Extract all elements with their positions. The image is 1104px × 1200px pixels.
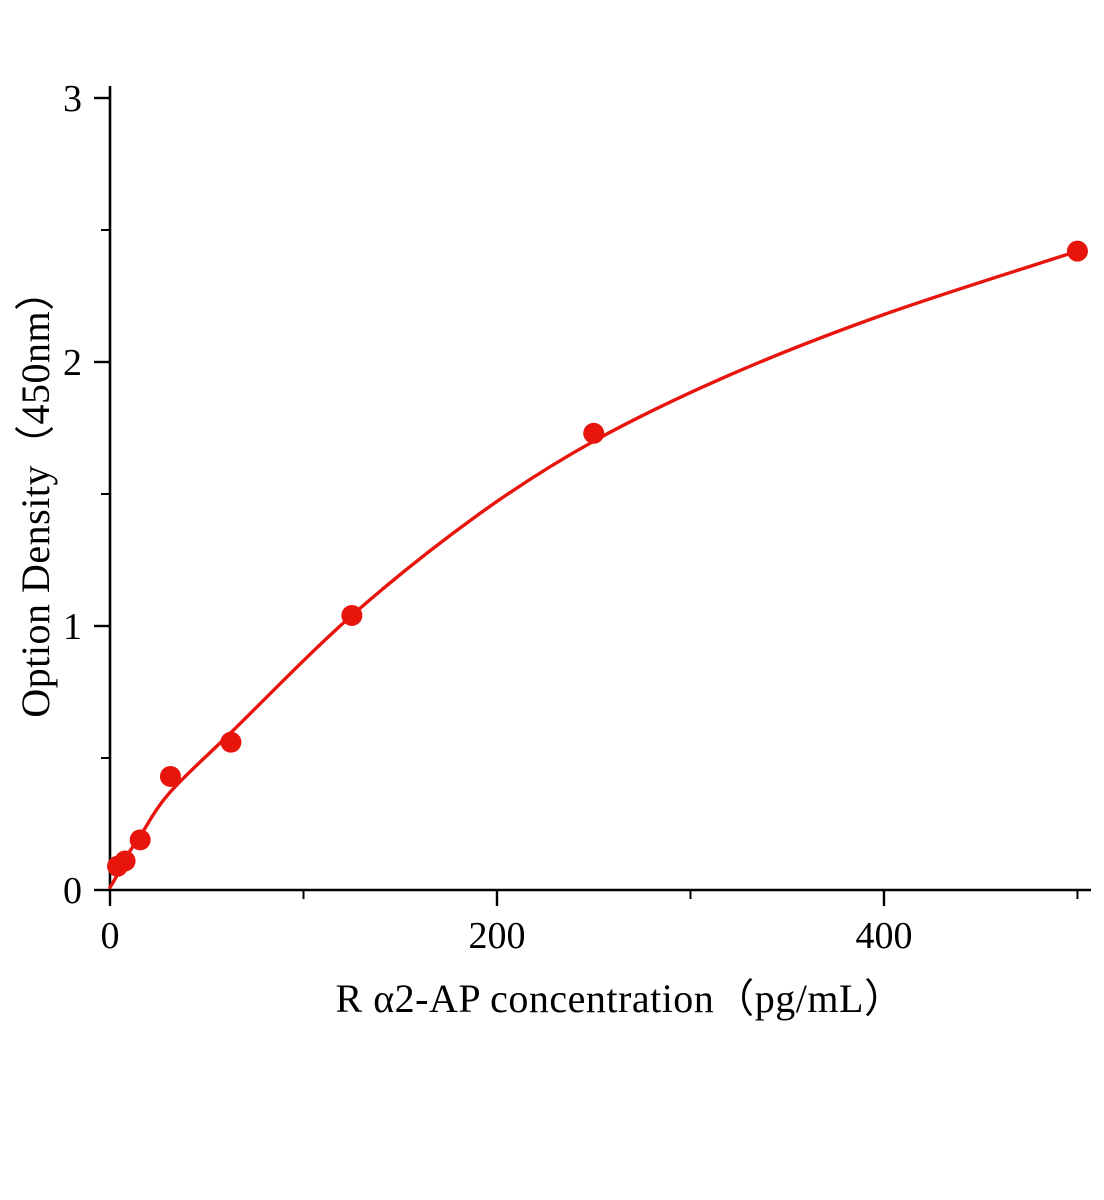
data-point bbox=[114, 850, 136, 872]
x-tick-label: 200 bbox=[468, 915, 525, 957]
data-point bbox=[1066, 240, 1088, 262]
y-tick-label: 2 bbox=[63, 342, 82, 384]
y-tick-label: 1 bbox=[63, 606, 82, 648]
x-tick-label: 400 bbox=[855, 915, 912, 957]
data-point bbox=[220, 731, 242, 753]
x-axis-title: R α2-AP concentration（pg/mL） bbox=[335, 976, 905, 1021]
x-tick-label: 0 bbox=[101, 915, 120, 957]
fit-curve bbox=[108, 249, 1080, 890]
y-axis-title: Option Density（450nm） bbox=[13, 270, 58, 718]
y-tick-label: 0 bbox=[63, 870, 82, 912]
data-point bbox=[583, 422, 605, 444]
y-tick-label: 3 bbox=[63, 78, 82, 120]
data-point bbox=[129, 829, 151, 851]
data-point bbox=[341, 604, 363, 626]
data-point bbox=[159, 765, 181, 787]
